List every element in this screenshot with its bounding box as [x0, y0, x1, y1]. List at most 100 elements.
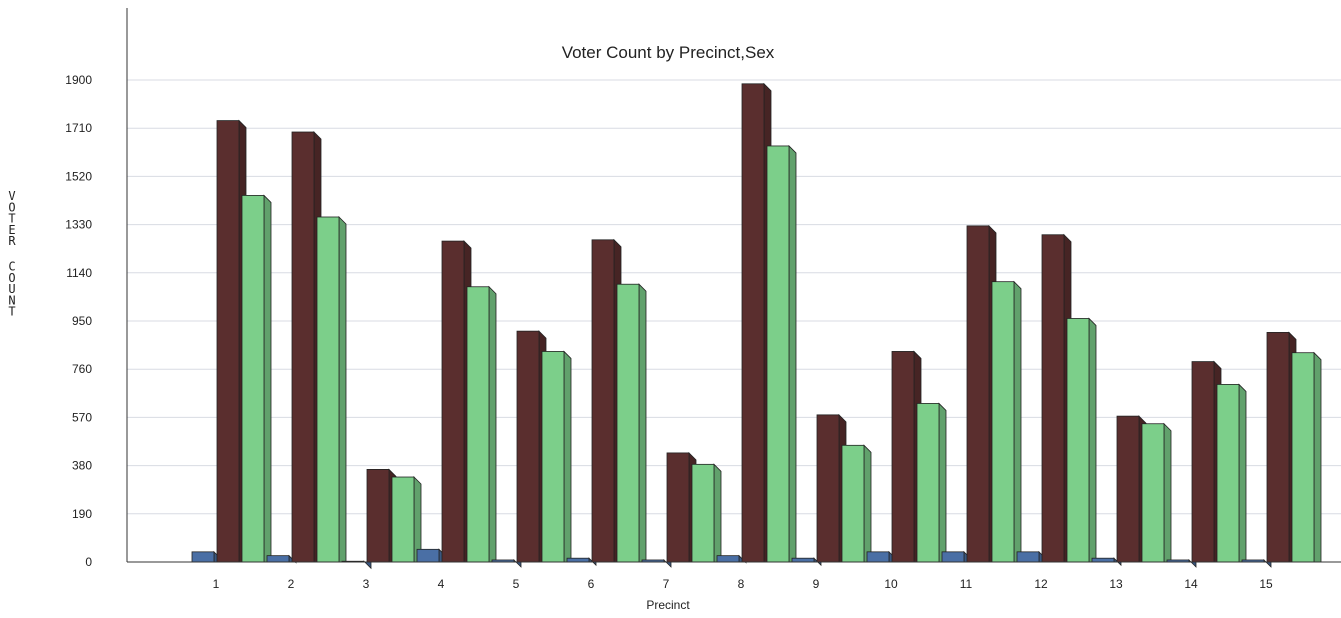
bar-front — [941, 551, 965, 563]
bar — [216, 119, 247, 563]
x-tick-label: 2 — [288, 577, 295, 591]
bar-front — [1191, 361, 1215, 563]
y-axis-ticks: 0 190 380 570 760 950 1140 1330 1520 1710 1900 — [65, 73, 92, 569]
bar-front — [916, 403, 940, 563]
x-tick-label: 13 — [1109, 577, 1123, 591]
y-tick-label: 1710 — [65, 121, 92, 135]
bar-front — [1016, 551, 1040, 563]
y-tick-label: 760 — [72, 362, 92, 376]
bar-front — [566, 557, 590, 563]
x-tick-label: 1 — [213, 577, 220, 591]
bar-front — [266, 555, 290, 563]
bar-side — [1313, 351, 1322, 563]
bar-front — [241, 195, 265, 563]
x-axis-ticks: 1 2 3 4 5 6 7 8 9 10 11 12 13 14 15 — [213, 577, 1273, 591]
y-axis-label-char: V — [8, 189, 15, 203]
bar — [616, 283, 647, 563]
bar-front — [441, 240, 465, 563]
x-tick-label: 5 — [513, 577, 520, 591]
bar-side — [863, 444, 872, 563]
bar — [1141, 422, 1172, 563]
bars — [191, 82, 1322, 570]
bar-front — [841, 444, 865, 563]
bar-front — [866, 551, 890, 563]
bar-side — [788, 144, 797, 563]
bar-front — [666, 452, 690, 563]
bar-front — [1041, 234, 1065, 563]
bar-side — [338, 216, 347, 563]
bar-front — [891, 351, 915, 563]
x-tick-label: 10 — [884, 577, 898, 591]
bar — [541, 350, 572, 563]
bar-front — [391, 476, 415, 563]
bar-side — [938, 402, 947, 563]
bar-side — [638, 283, 647, 563]
y-tick-label: 380 — [72, 459, 92, 473]
bar-front — [1116, 415, 1140, 563]
bar-front — [466, 286, 490, 563]
x-tick-label: 8 — [738, 577, 745, 591]
bar-side — [488, 285, 497, 563]
bar-side — [263, 194, 272, 563]
bar-front — [716, 555, 740, 563]
bar-front — [291, 131, 315, 563]
bar-front — [691, 463, 715, 563]
y-tick-label: 1330 — [65, 218, 92, 232]
bar-side — [713, 463, 722, 563]
bar-front — [541, 351, 565, 563]
x-tick-label: 11 — [960, 577, 973, 591]
y-tick-label: 1900 — [65, 73, 92, 87]
bar — [1066, 317, 1097, 563]
bar-front — [766, 145, 790, 563]
bar-side — [1238, 383, 1247, 563]
bar-front — [1091, 557, 1115, 563]
bar-front — [591, 239, 615, 563]
bar — [841, 444, 872, 563]
bar-front — [1216, 384, 1240, 563]
bar-side — [563, 350, 572, 563]
bar — [691, 463, 722, 563]
y-axis-label-char: R — [8, 234, 16, 248]
axes — [126, 58, 1341, 563]
x-axis-label: Precinct — [646, 598, 690, 612]
bar-front — [366, 469, 390, 563]
x-tick-label: 12 — [1034, 577, 1048, 591]
y-tick-label: 190 — [72, 507, 92, 521]
x-tick-label: 7 — [663, 577, 670, 591]
y-tick-label: 570 — [72, 410, 92, 424]
y-axis-label-char: O — [8, 200, 15, 214]
bar-front — [616, 283, 640, 563]
x-tick-label: 4 — [438, 577, 445, 591]
bar-front — [816, 414, 840, 563]
bar — [1216, 383, 1247, 563]
x-tick-label: 3 — [363, 577, 370, 591]
bar — [466, 285, 497, 563]
bar — [766, 144, 797, 563]
x-tick-label: 14 — [1184, 577, 1198, 591]
bar-front — [516, 330, 540, 563]
y-tick-label: 950 — [72, 314, 92, 328]
bar — [316, 216, 347, 563]
x-tick-label: 6 — [588, 577, 595, 591]
bar-front — [316, 216, 340, 563]
bar-side — [1088, 317, 1097, 563]
y-axis-label-char: E — [8, 223, 15, 237]
bar-front — [416, 548, 440, 563]
bar-front — [191, 551, 215, 563]
y-tick-label: 1520 — [65, 169, 92, 183]
bar-front — [1266, 332, 1290, 563]
bar-front — [991, 281, 1015, 563]
y-axis-label-char: O — [8, 271, 15, 285]
bar-front — [741, 83, 765, 563]
y-axis-label-char: N — [8, 293, 15, 307]
chart-title: Voter Count by Precinct,Sex — [562, 43, 775, 62]
bar — [241, 194, 272, 563]
bar-side — [1163, 422, 1172, 563]
bar — [991, 280, 1022, 563]
bar — [1291, 351, 1322, 563]
y-axis-label-char: U — [8, 282, 15, 296]
bar-front — [216, 120, 240, 563]
y-axis-label-char: C — [8, 260, 15, 274]
